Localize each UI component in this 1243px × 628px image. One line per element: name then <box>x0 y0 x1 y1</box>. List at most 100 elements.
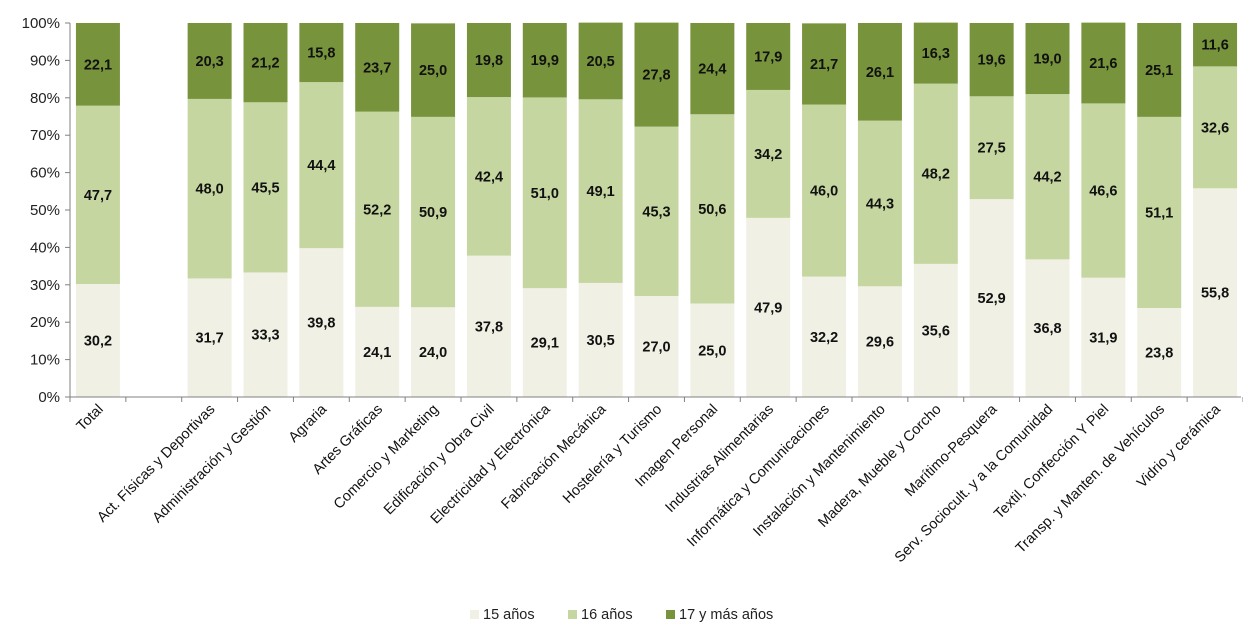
bar-segment <box>1081 22 1126 104</box>
data-label: 21,2 <box>251 56 279 72</box>
data-label: 26,1 <box>866 65 894 81</box>
data-label: 29,1 <box>531 336 559 352</box>
bar-segment <box>802 23 847 105</box>
data-label: 27,8 <box>642 68 670 84</box>
data-label: 47,7 <box>84 188 112 204</box>
bar-segment <box>1081 103 1126 278</box>
bar-segment <box>913 83 958 264</box>
data-label: 31,9 <box>1089 330 1117 346</box>
x-tick-label: Marítimo-Pesquera <box>902 401 1001 500</box>
data-label: 46,0 <box>810 184 838 200</box>
data-label: 19,6 <box>978 53 1006 69</box>
data-label: 20,5 <box>587 54 615 70</box>
bar-segment <box>1137 23 1182 117</box>
bar-segment <box>1193 188 1238 397</box>
bar-segment <box>411 23 456 117</box>
y-tick-label: 20% <box>30 314 60 331</box>
bar-segment <box>1025 259 1070 397</box>
data-label: 42,4 <box>475 169 503 185</box>
data-label: 27,5 <box>978 141 1006 157</box>
data-label: 20,3 <box>196 54 224 70</box>
legend-label: 16 años <box>581 607 633 623</box>
bar-segment <box>634 22 679 127</box>
data-label: 34,2 <box>754 147 782 163</box>
data-label: 33,3 <box>251 328 279 344</box>
bar-segment <box>746 217 791 397</box>
y-tick-label: 10% <box>30 352 60 369</box>
data-label: 47,9 <box>754 300 782 316</box>
data-label: 52,9 <box>978 291 1006 307</box>
bar-segment <box>857 286 902 397</box>
bars-layer <box>75 22 1238 397</box>
bar-segment <box>187 98 232 279</box>
data-label: 35,6 <box>922 323 950 339</box>
bar-segment <box>187 278 232 397</box>
legend-label: 15 años <box>483 607 535 623</box>
data-label: 48,2 <box>922 167 950 183</box>
bar-segment <box>466 23 511 98</box>
data-label: 29,6 <box>866 335 894 351</box>
bar-segment <box>634 126 679 297</box>
data-label: 39,8 <box>307 316 335 332</box>
data-label: 32,6 <box>1201 120 1229 136</box>
data-label: 24,0 <box>419 345 447 361</box>
bar-segment <box>690 303 735 397</box>
bar-segment <box>522 23 567 98</box>
x-tick-label: Comercio y Marketing <box>331 402 442 513</box>
y-tick-label: 70% <box>30 127 60 144</box>
bar-segment <box>411 116 456 308</box>
y-tick-label: 80% <box>30 90 60 107</box>
data-label: 50,6 <box>698 202 726 218</box>
data-label: 50,9 <box>419 205 447 221</box>
data-label: 30,2 <box>84 334 112 350</box>
bar-segment <box>75 284 120 397</box>
data-label: 23,8 <box>1145 345 1173 361</box>
bar-segment <box>1193 23 1238 67</box>
bar-segment <box>243 272 288 397</box>
bar-segment <box>969 199 1014 397</box>
data-label: 30,5 <box>587 333 615 349</box>
bar-segment <box>1193 66 1238 189</box>
bar-segment <box>746 89 791 218</box>
x-tick-label: Agraria <box>286 401 331 446</box>
x-tick-label: Hostelería y Turismo <box>560 402 665 507</box>
data-label: 25,1 <box>1145 63 1173 79</box>
legend-label: 17 y más años <box>679 607 773 623</box>
legend-swatch <box>568 610 577 619</box>
bar-segment <box>355 23 400 112</box>
bar-segment <box>355 111 400 307</box>
bar-segment <box>857 23 902 121</box>
bar-segment <box>913 22 958 84</box>
bar-segment <box>411 307 456 397</box>
y-tick-label: 90% <box>30 52 60 69</box>
bar-segment <box>969 23 1014 97</box>
bar-segment <box>243 23 288 103</box>
bar-segment <box>1081 277 1126 397</box>
data-label: 11,6 <box>1201 38 1228 54</box>
bar-segment <box>746 23 791 90</box>
data-label: 44,4 <box>307 158 335 174</box>
bar-segment <box>75 105 120 285</box>
data-label: 24,1 <box>363 345 391 361</box>
y-tick-label: 60% <box>30 165 60 182</box>
x-tick-label: Edificación y Obra Civil <box>381 402 498 519</box>
x-tick-label: Administración y Gestión <box>150 402 275 527</box>
data-label: 17,9 <box>754 49 782 65</box>
bar-segment <box>355 306 400 397</box>
y-tick-label: 50% <box>30 202 60 219</box>
x-tick-label: Textil, Confección Y Piel <box>991 402 1112 523</box>
data-label: 45,5 <box>251 180 279 196</box>
x-tick-label: Total <box>74 402 107 435</box>
data-label: 46,6 <box>1089 184 1117 200</box>
bar-segment <box>969 96 1014 200</box>
data-label: 52,2 <box>363 202 391 218</box>
bar-segment <box>299 248 344 397</box>
data-label: 22,1 <box>84 57 112 73</box>
data-label: 49,1 <box>587 184 615 200</box>
bar-segment <box>802 276 847 397</box>
bar-segment <box>578 22 623 100</box>
bar-segment <box>75 23 120 106</box>
legend-swatch <box>666 610 675 619</box>
x-tick-label: Fabricación Mecánica <box>498 401 610 513</box>
